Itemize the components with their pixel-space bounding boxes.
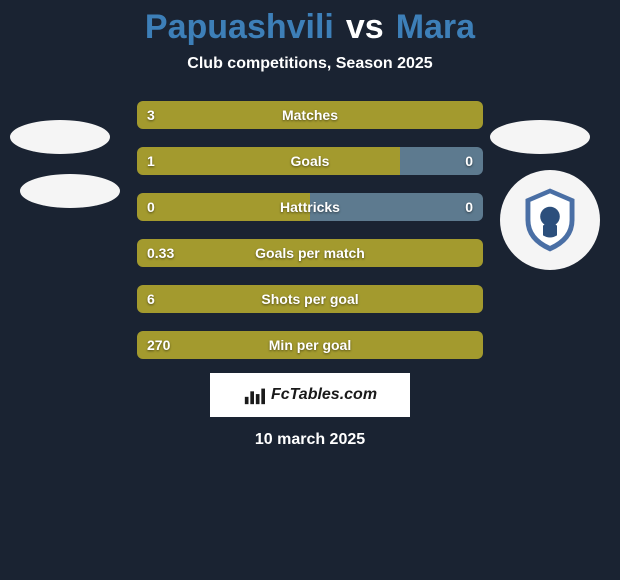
stat-row: Matches 3 (137, 101, 483, 129)
stat-label: Goals (291, 153, 330, 169)
subtitle: Club competitions, Season 2025 (187, 55, 432, 73)
player-right-name: Mara (396, 8, 475, 47)
stat-left-value: 270 (147, 337, 170, 353)
stat-left-value: 6 (147, 291, 155, 307)
fctables-logo: FcTables.com (210, 373, 410, 417)
player-left-name: Papuashvili (145, 8, 334, 47)
title-vs: vs (346, 8, 384, 47)
stat-label: Matches (282, 107, 338, 123)
stat-right-value: 0 (465, 153, 473, 169)
stat-left-value: 0 (147, 199, 155, 215)
stats-area: Matches 3 Goals 1 0 Hattricks 0 0 Goals per matc… (0, 101, 620, 359)
stat-label: Goals per match (255, 245, 365, 261)
stat-label: Min per goal (269, 337, 351, 353)
stat-right-value: 0 (465, 199, 473, 215)
stat-label: Shots per goal (261, 291, 358, 307)
stat-row: Goals per match 0.33 (137, 239, 483, 267)
stat-left-value: 3 (147, 107, 155, 123)
stat-row: Shots per goal 6 (137, 285, 483, 313)
comparison-card: Papuashvili vs Mara Club competitions, S… (0, 0, 620, 580)
stat-row: Min per goal 270 (137, 331, 483, 359)
stat-left-value: 1 (147, 153, 155, 169)
stat-label: Hattricks (280, 199, 340, 215)
stat-bar-left (137, 147, 400, 175)
bar-chart-icon (243, 384, 265, 406)
stat-left-value: 0.33 (147, 245, 174, 261)
fctables-text: FcTables.com (271, 386, 377, 404)
stat-row: Goals 1 0 (137, 147, 483, 175)
date-text: 10 march 2025 (255, 431, 365, 449)
title-row: Papuashvili vs Mara (145, 8, 475, 47)
stat-row: Hattricks 0 0 (137, 193, 483, 221)
